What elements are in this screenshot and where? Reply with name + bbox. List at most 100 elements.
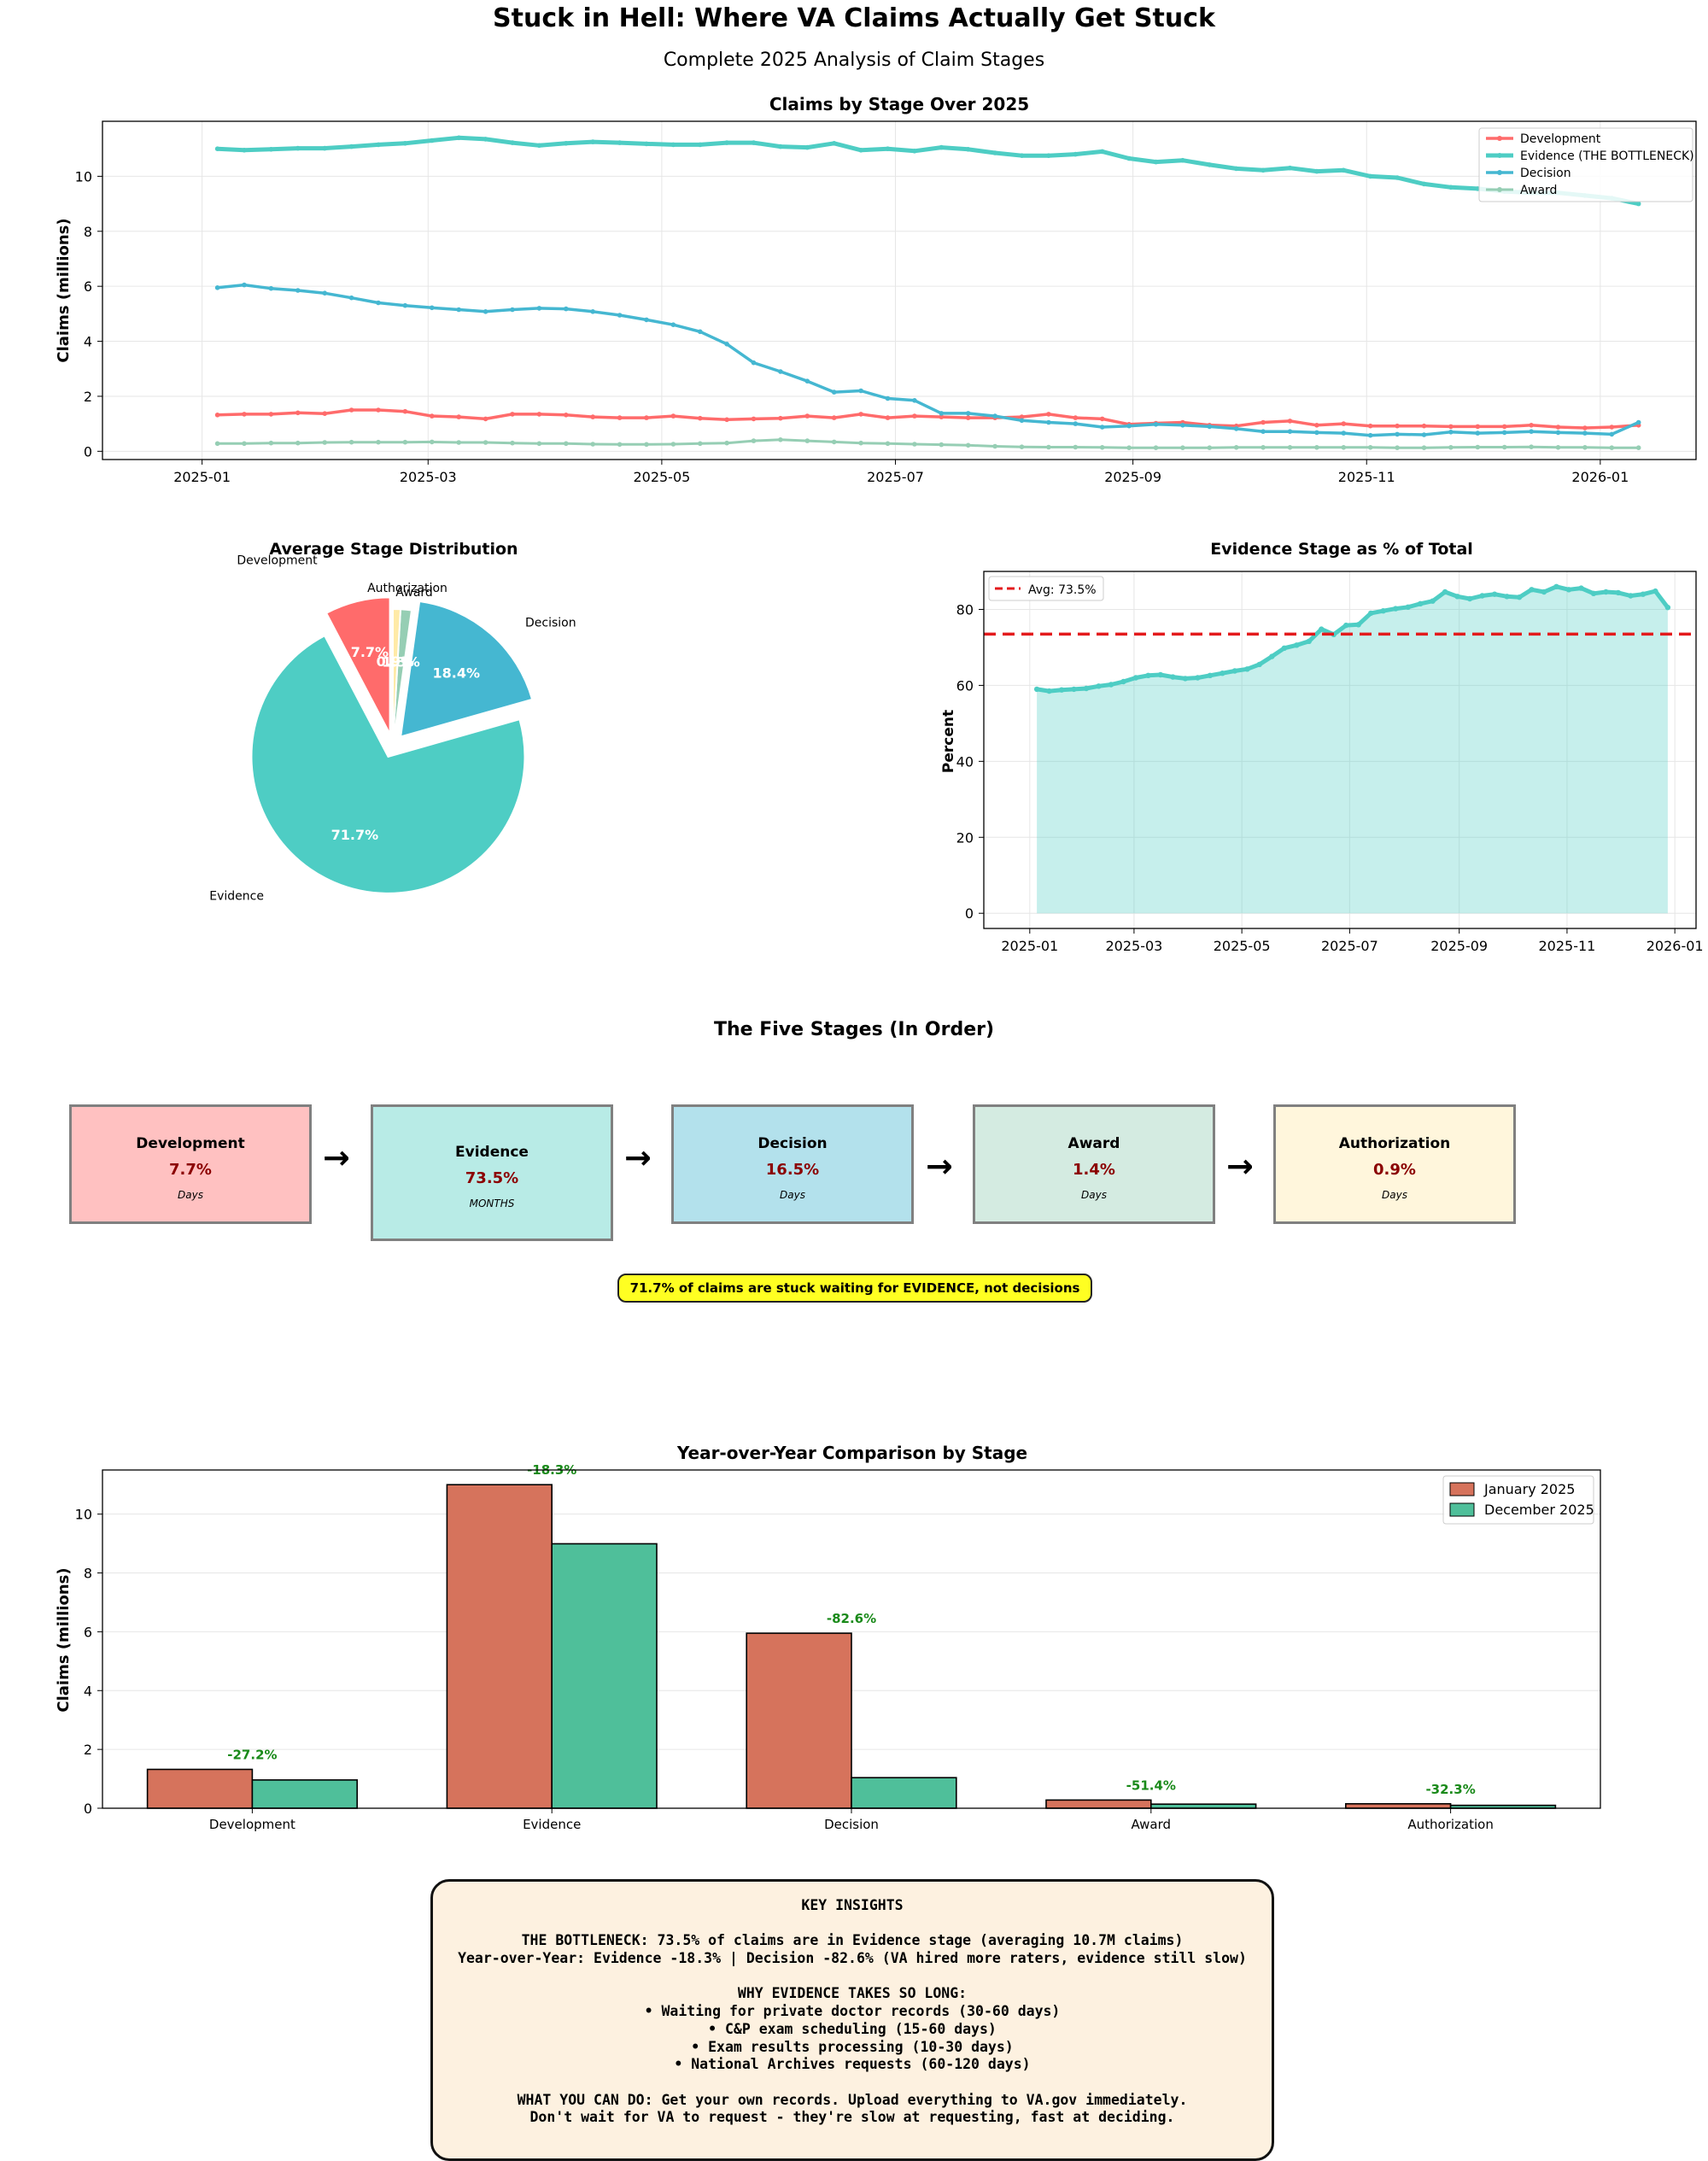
data-point bbox=[376, 142, 381, 148]
data-point bbox=[1395, 423, 1400, 429]
data-point bbox=[1430, 598, 1436, 604]
data-point bbox=[858, 148, 863, 153]
data-point bbox=[402, 439, 408, 445]
data-point bbox=[1355, 622, 1361, 628]
data-point bbox=[885, 395, 891, 401]
data-point bbox=[348, 295, 354, 301]
data-point bbox=[1609, 425, 1615, 430]
legend-marker-dot bbox=[1497, 170, 1502, 175]
y-tick-label: 60 bbox=[956, 677, 974, 694]
data-point bbox=[1343, 622, 1349, 629]
data-point bbox=[724, 140, 729, 145]
data-point bbox=[885, 441, 891, 447]
bar-chart-title: Year-over-Year Comparison by Stage bbox=[676, 1443, 1027, 1463]
pie-percent-label: 1.3% bbox=[382, 653, 419, 670]
data-point bbox=[724, 417, 729, 423]
data-point bbox=[510, 307, 515, 313]
data-point bbox=[348, 143, 354, 149]
data-point bbox=[644, 317, 649, 323]
data-point bbox=[1367, 445, 1373, 450]
data-point bbox=[295, 288, 301, 293]
data-point bbox=[1565, 587, 1572, 593]
data-point bbox=[214, 285, 220, 290]
pie-slice-decision bbox=[399, 600, 534, 738]
pie-category-label: Evidence bbox=[209, 890, 264, 904]
data-point bbox=[1635, 201, 1641, 207]
pie-category-label: Award bbox=[395, 586, 432, 600]
data-point bbox=[1448, 184, 1454, 190]
data-point bbox=[1261, 167, 1266, 173]
series-line-4 bbox=[217, 438, 1639, 449]
series-line-3 bbox=[217, 283, 1640, 437]
data-point bbox=[670, 322, 676, 328]
pie-percent-label: 0.9% bbox=[377, 653, 414, 670]
stage-name: Authorization bbox=[1338, 1135, 1451, 1152]
bar-december bbox=[251, 1779, 358, 1809]
data-point bbox=[1501, 424, 1507, 430]
data-point bbox=[376, 439, 381, 445]
data-point bbox=[1120, 678, 1126, 685]
x-tick-label: Evidence bbox=[523, 1817, 581, 1832]
flow-arrow-icon: → bbox=[624, 1139, 652, 1176]
data-point bbox=[1083, 685, 1090, 692]
data-point bbox=[1529, 423, 1534, 428]
x-tick-label: Authorization bbox=[1407, 1817, 1493, 1832]
stage-distribution-pie-chart: Average Stage Distribution 7.7% Developme… bbox=[209, 540, 576, 904]
data-point bbox=[1590, 590, 1597, 596]
x-tick-label: 2025-05 bbox=[633, 469, 690, 485]
data-point bbox=[1475, 444, 1481, 450]
stage-duration-unit: Days bbox=[178, 1189, 203, 1201]
data-point bbox=[1287, 429, 1293, 435]
y-tick-label: 10 bbox=[75, 1507, 92, 1523]
data-point bbox=[1393, 606, 1399, 612]
legend-swatch-jan bbox=[1449, 1482, 1475, 1496]
data-point bbox=[1019, 414, 1025, 419]
y-tick-label: 4 bbox=[84, 1683, 92, 1699]
y-tick-label: 80 bbox=[956, 601, 974, 618]
stage-percent: 1.4% bbox=[1073, 1161, 1115, 1179]
pie-slice-development bbox=[325, 596, 391, 735]
data-point bbox=[295, 440, 301, 446]
data-point bbox=[322, 411, 328, 417]
data-point bbox=[1233, 445, 1239, 450]
data-point bbox=[1269, 653, 1275, 659]
data-point bbox=[1319, 626, 1325, 632]
data-point bbox=[1073, 421, 1079, 426]
data-point bbox=[670, 142, 676, 148]
data-point bbox=[564, 413, 569, 418]
data-point bbox=[1529, 444, 1534, 449]
legend-marker-dot bbox=[1497, 187, 1502, 192]
pie-percent-label: 7.7% bbox=[351, 644, 389, 660]
area-chart-frame bbox=[983, 571, 1697, 929]
data-point bbox=[831, 415, 837, 420]
data-point bbox=[430, 413, 435, 419]
stage-box-award: Award 1.4% Days bbox=[973, 1104, 1215, 1224]
data-point bbox=[1096, 683, 1102, 689]
data-point bbox=[430, 305, 435, 311]
data-point bbox=[1073, 151, 1079, 157]
data-point bbox=[564, 141, 569, 146]
data-point bbox=[322, 145, 328, 151]
data-point bbox=[858, 388, 863, 394]
change-label: -51.4% bbox=[1126, 1777, 1176, 1793]
flow-arrow-icon: → bbox=[1226, 1147, 1254, 1185]
data-point bbox=[1019, 153, 1025, 158]
insight-line: WHAT YOU CAN DO: Get your own records. U… bbox=[517, 2091, 1188, 2108]
data-point bbox=[1635, 445, 1641, 450]
data-point bbox=[804, 438, 810, 443]
data-point bbox=[724, 342, 729, 347]
data-point bbox=[1516, 594, 1523, 600]
data-point bbox=[1418, 600, 1424, 606]
x-tick-label: 2025-11 bbox=[1538, 938, 1595, 954]
bar-january bbox=[1045, 1799, 1152, 1809]
x-tick-label: Development bbox=[209, 1817, 295, 1832]
data-point bbox=[1126, 445, 1132, 450]
data-point bbox=[402, 408, 408, 414]
data-point bbox=[268, 440, 274, 446]
data-point bbox=[1071, 686, 1077, 693]
data-point bbox=[1395, 175, 1400, 180]
data-point bbox=[1615, 589, 1622, 596]
data-point bbox=[1073, 444, 1079, 450]
legend-label: Award bbox=[1520, 184, 1557, 197]
data-point bbox=[402, 141, 408, 146]
